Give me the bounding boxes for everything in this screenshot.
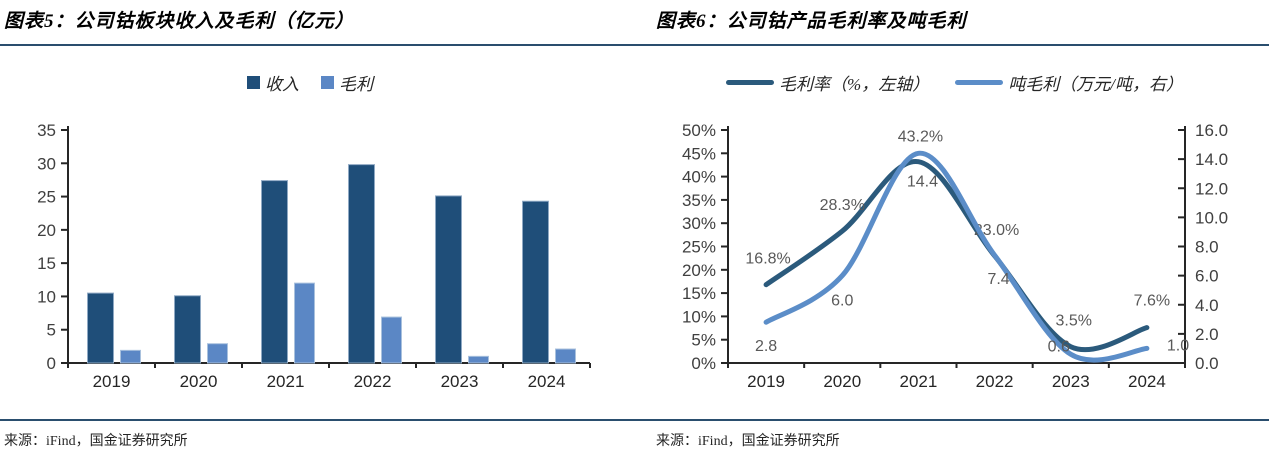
bar-gross-profit-2019 [120, 349, 141, 364]
right-y-tick-label: 0.0 [1195, 354, 1219, 373]
bar-revenue-2020 [174, 295, 201, 364]
figure5-title: 图表5：公司钴板块收入及毛利（亿元） [4, 11, 355, 32]
revenue-swatch-icon [247, 76, 260, 89]
legend-item-gross-profit: 毛利 [321, 70, 373, 95]
right-y-tick-label: 4.0 [1195, 296, 1219, 315]
left-y-tick-label: 20% [682, 261, 716, 280]
left-y-tick-label: 40% [682, 168, 716, 187]
left-y-tick-label: 5% [691, 331, 716, 350]
x-category-label: 2019 [93, 372, 131, 391]
x-category-label: 2024 [528, 372, 566, 391]
x-category-label: 2023 [1052, 372, 1090, 391]
y-tick-label: 25 [37, 188, 56, 207]
left-y-tick-label: 30% [682, 214, 716, 233]
left-y-tick-label: 45% [682, 144, 716, 163]
bar-gross-profit-2022 [381, 316, 402, 364]
right-y-tick-label: 8.0 [1195, 238, 1219, 257]
legend-item-margin: 毛利率（%，左轴） [726, 70, 929, 95]
x-category-label: 2021 [267, 372, 305, 391]
left-y-tick-label: 0% [691, 354, 716, 373]
x-category-label: 2020 [823, 372, 861, 391]
x-category-label: 2022 [354, 372, 392, 391]
figure6-title: 图表6：公司钴产品毛利率及吨毛利 [656, 11, 967, 32]
x-category-label: 2019 [747, 372, 785, 391]
y-tick-label: 30 [37, 154, 56, 173]
y-tick-label: 20 [37, 221, 56, 240]
y-tick-label: 0 [47, 354, 56, 373]
x-category-label: 2021 [900, 372, 938, 391]
data-label: 16.8% [745, 251, 790, 268]
right-y-tick-label: 16.0 [1195, 121, 1228, 140]
figure6-legend: 毛利率（%，左轴） 吨毛利（万元/吨，右） [640, 70, 1269, 95]
data-label: 14.4 [907, 173, 938, 190]
data-label: 3.5% [1056, 313, 1092, 330]
gross-margin-line [763, 159, 1150, 353]
right-y-tick-label: 12.0 [1195, 179, 1228, 198]
left-y-tick-label: 50% [682, 121, 716, 140]
right-y-tick-label: 14.0 [1195, 150, 1228, 169]
bar-gross-profit-2024 [555, 348, 576, 364]
per-ton-profit-line [763, 150, 1150, 363]
data-label: 7.4 [987, 271, 1009, 288]
bar-gross-profit-2023 [468, 355, 489, 364]
x-category-label: 2022 [976, 372, 1014, 391]
data-label: 6.0 [831, 293, 853, 310]
data-label: 28.3% [820, 197, 865, 214]
title-underline [0, 44, 1269, 46]
data-label: 1.0 [1167, 337, 1189, 354]
y-tick-label: 15 [37, 254, 56, 273]
y-tick-label: 10 [37, 287, 56, 306]
right-y-tick-label: 10.0 [1195, 208, 1228, 227]
data-label: 23.0% [974, 222, 1019, 239]
left-y-tick-label: 35% [682, 191, 716, 210]
bar-revenue-2022 [348, 164, 375, 364]
left-y-tick-label: 10% [682, 307, 716, 326]
gross-profit-swatch-icon [321, 76, 334, 89]
right-y-tick-label: 2.0 [1195, 325, 1219, 344]
per-ton-line-swatch-icon [955, 80, 1004, 85]
legend-item-revenue: 收入 [247, 70, 299, 95]
legend-label-gross-profit: 毛利 [339, 75, 373, 94]
x-category-label: 2020 [180, 372, 218, 391]
x-category-label: 2024 [1128, 372, 1166, 391]
legend-label-per-ton: 吨毛利（万元/吨，右） [1008, 75, 1183, 94]
y-tick-label: 35 [37, 121, 56, 140]
data-label: 2.8 [755, 338, 777, 355]
legend-label-revenue: 收入 [265, 75, 299, 94]
bar-gross-profit-2020 [207, 343, 228, 364]
figure5-bar-chart: 0 5 10 15 20 25 30 35 2019 2020 2021 2022 2023 2024 [37, 121, 591, 391]
figure-bottom-rule [0, 419, 1269, 421]
bar-series-group [87, 164, 576, 364]
margin-line-swatch-icon [726, 80, 775, 85]
figure6-source: 来源：iFind，国金证券研究所 [656, 434, 840, 449]
bar-revenue-2019 [87, 292, 114, 364]
y-tick-label: 5 [47, 321, 56, 340]
right-y-tick-label: 6.0 [1195, 267, 1219, 286]
bar-revenue-2024 [522, 200, 549, 364]
legend-label-margin: 毛利率（%，左轴） [779, 75, 930, 94]
left-y-tick-label: 25% [682, 238, 716, 257]
figure5-legend: 收入 毛利 [0, 70, 620, 95]
left-y-tick-label: 15% [682, 284, 716, 303]
bar-revenue-2021 [261, 180, 288, 364]
data-label: 0.6 [1048, 338, 1070, 355]
legend-item-per-ton: 吨毛利（万元/吨，右） [955, 70, 1183, 95]
figure5-source: 来源：iFind，国金证券研究所 [4, 434, 188, 449]
x-category-label: 2023 [441, 372, 479, 391]
bar-gross-profit-2021 [294, 282, 315, 364]
data-label: 43.2% [898, 129, 943, 146]
figure6-line-chart: 0% 5% 10% 15% 20% 25% 30% 35% 40% 45% 50% 0.0 2.0 4.0… [682, 121, 1228, 391]
bar-revenue-2023 [435, 195, 462, 364]
data-label: 7.6% [1134, 293, 1170, 310]
